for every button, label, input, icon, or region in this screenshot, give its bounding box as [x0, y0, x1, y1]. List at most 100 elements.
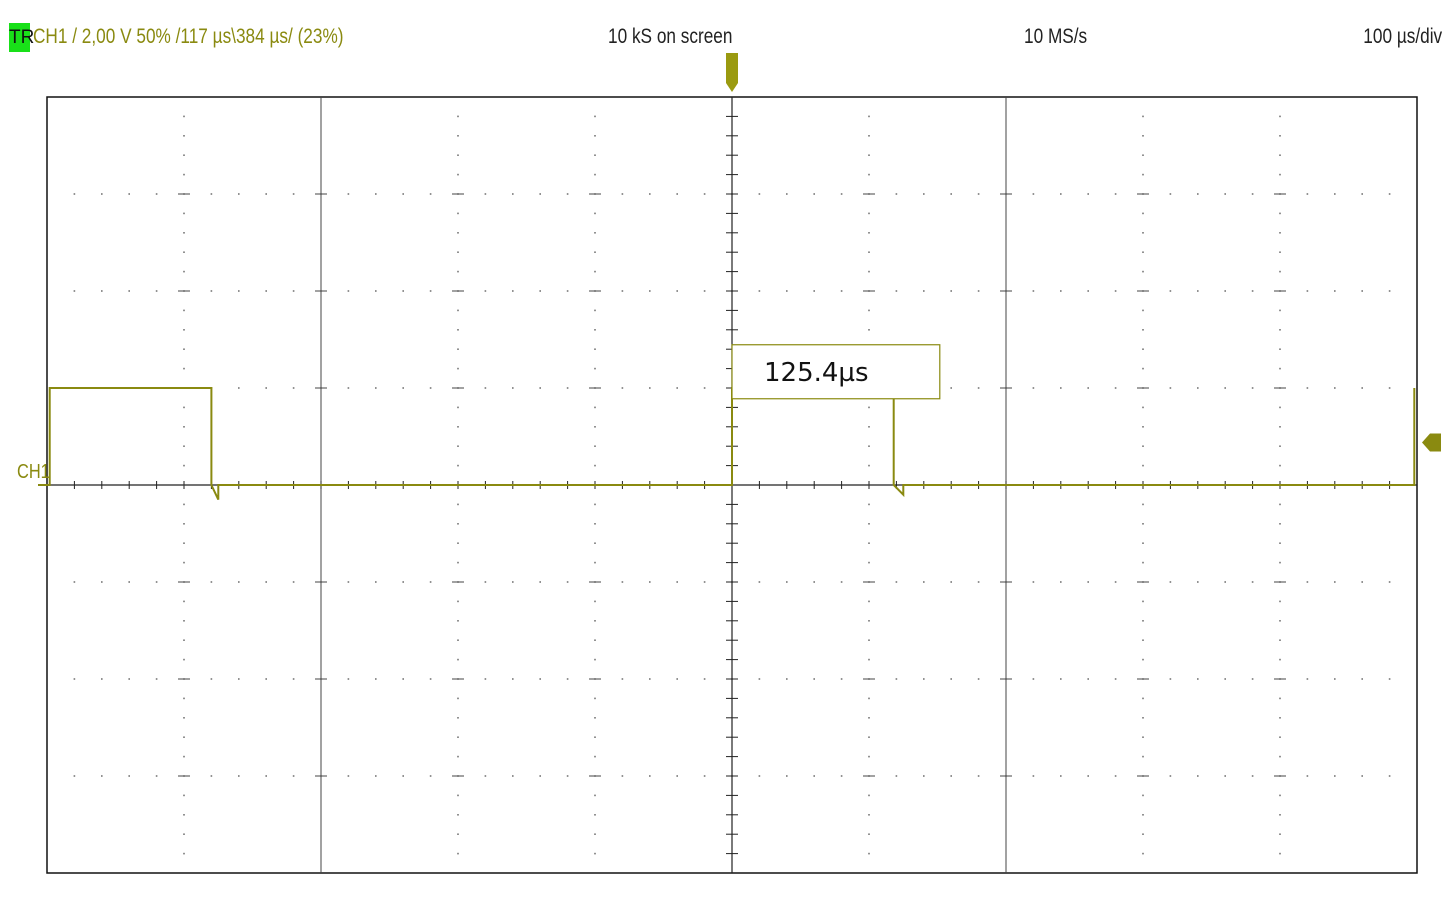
grid-dot — [128, 290, 130, 292]
grid-dot — [375, 387, 377, 389]
grid-dot — [457, 542, 459, 544]
grid-dot — [1087, 387, 1089, 389]
grid-dot — [1142, 523, 1144, 525]
grid-dot — [1142, 270, 1144, 273]
grid-dot — [594, 290, 596, 292]
grid-dot — [1279, 503, 1281, 506]
grid-dot — [429, 775, 432, 777]
grid-dot — [183, 406, 185, 409]
grid-dot — [292, 775, 295, 777]
grid-dot — [183, 678, 185, 680]
grid-dot — [868, 736, 870, 738]
grid-dot — [429, 678, 432, 680]
trigger-level-marker — [1422, 433, 1441, 452]
grid-dot — [594, 115, 596, 118]
grid-dot — [594, 464, 596, 467]
grid-dot — [1142, 406, 1144, 409]
grid-dot — [1279, 523, 1281, 525]
grid-dot — [594, 658, 596, 661]
grid-dot — [292, 581, 295, 583]
grid-dot — [347, 193, 350, 195]
grid-dot — [238, 387, 240, 389]
grid-dot — [1361, 775, 1363, 777]
grid-dot — [594, 678, 596, 680]
grid-dot — [594, 426, 596, 428]
grid-dot — [183, 620, 185, 622]
grid-dot — [1142, 367, 1144, 370]
grid-dot — [484, 193, 487, 195]
grid-dot — [594, 736, 596, 738]
grid-dot — [183, 367, 185, 370]
grid-dot — [1279, 270, 1281, 273]
grid-dot — [457, 212, 459, 215]
grid-dot — [1279, 115, 1281, 118]
grid-dot — [868, 561, 870, 564]
grid-dot — [621, 678, 624, 680]
grid-dot — [402, 581, 404, 583]
grid-dot — [813, 581, 815, 583]
grid-dot — [1279, 173, 1281, 176]
grid-dot — [1197, 678, 1199, 680]
grid-dot — [621, 387, 624, 389]
grid-dot — [840, 193, 843, 195]
grid-dot — [1142, 115, 1144, 118]
grid-dot — [183, 697, 185, 700]
grid-dot — [840, 775, 843, 777]
grid-dot — [703, 678, 706, 680]
grid-dot — [457, 115, 459, 118]
grid-dot — [1334, 290, 1336, 292]
grid-dot — [813, 290, 815, 292]
grid-dot — [484, 775, 487, 777]
grid-dot — [457, 464, 459, 467]
grid-dot — [265, 775, 267, 777]
grid-dot — [347, 290, 350, 292]
grid-dot — [1142, 794, 1144, 797]
grid-dot — [758, 290, 761, 292]
grid-dot — [1279, 387, 1281, 389]
grid-dot — [594, 620, 596, 622]
grid-dot — [1279, 212, 1281, 215]
grid-dot — [594, 406, 596, 409]
grid-dot — [1142, 232, 1144, 234]
grid-dot — [183, 561, 185, 564]
grid-dot — [1388, 193, 1391, 195]
grid-dot — [457, 717, 459, 719]
grid-dot — [1142, 736, 1144, 738]
grid-dot — [1197, 775, 1199, 777]
grid-dot — [758, 678, 761, 680]
grid-dot — [457, 814, 459, 816]
grid-dot — [1142, 658, 1144, 661]
grid-dot — [1169, 193, 1172, 195]
grid-dot — [1114, 581, 1117, 583]
grid-dot — [457, 270, 459, 273]
grid-dot — [375, 290, 377, 292]
grid-dot — [265, 387, 267, 389]
grid-dot — [566, 193, 569, 195]
grid-dot — [1279, 678, 1281, 680]
grid-dot — [950, 387, 952, 389]
grid-dot — [210, 775, 213, 777]
grid-dot — [868, 154, 870, 156]
grid-dot — [292, 387, 295, 389]
grid-dot — [868, 270, 870, 273]
grid-dot — [1032, 581, 1035, 583]
grid-dot — [813, 193, 815, 195]
grid-dot — [1279, 445, 1281, 447]
grid-dot — [1142, 193, 1144, 195]
grid-dot — [183, 464, 185, 467]
grid-dot — [347, 387, 350, 389]
grid-dot — [868, 852, 870, 855]
grid-dot — [539, 678, 541, 680]
grid-dot — [566, 775, 569, 777]
grid-dot — [621, 290, 624, 292]
grid-dot — [868, 775, 870, 777]
grid-dot — [868, 833, 870, 835]
grid-dot — [210, 678, 213, 680]
grid-dot — [950, 775, 952, 777]
grid-dot — [594, 852, 596, 855]
grid-dot — [183, 154, 185, 156]
grid-dot — [183, 232, 185, 234]
grid-dot — [457, 154, 459, 156]
grid-dot — [594, 697, 596, 700]
grid-dot — [594, 329, 596, 331]
